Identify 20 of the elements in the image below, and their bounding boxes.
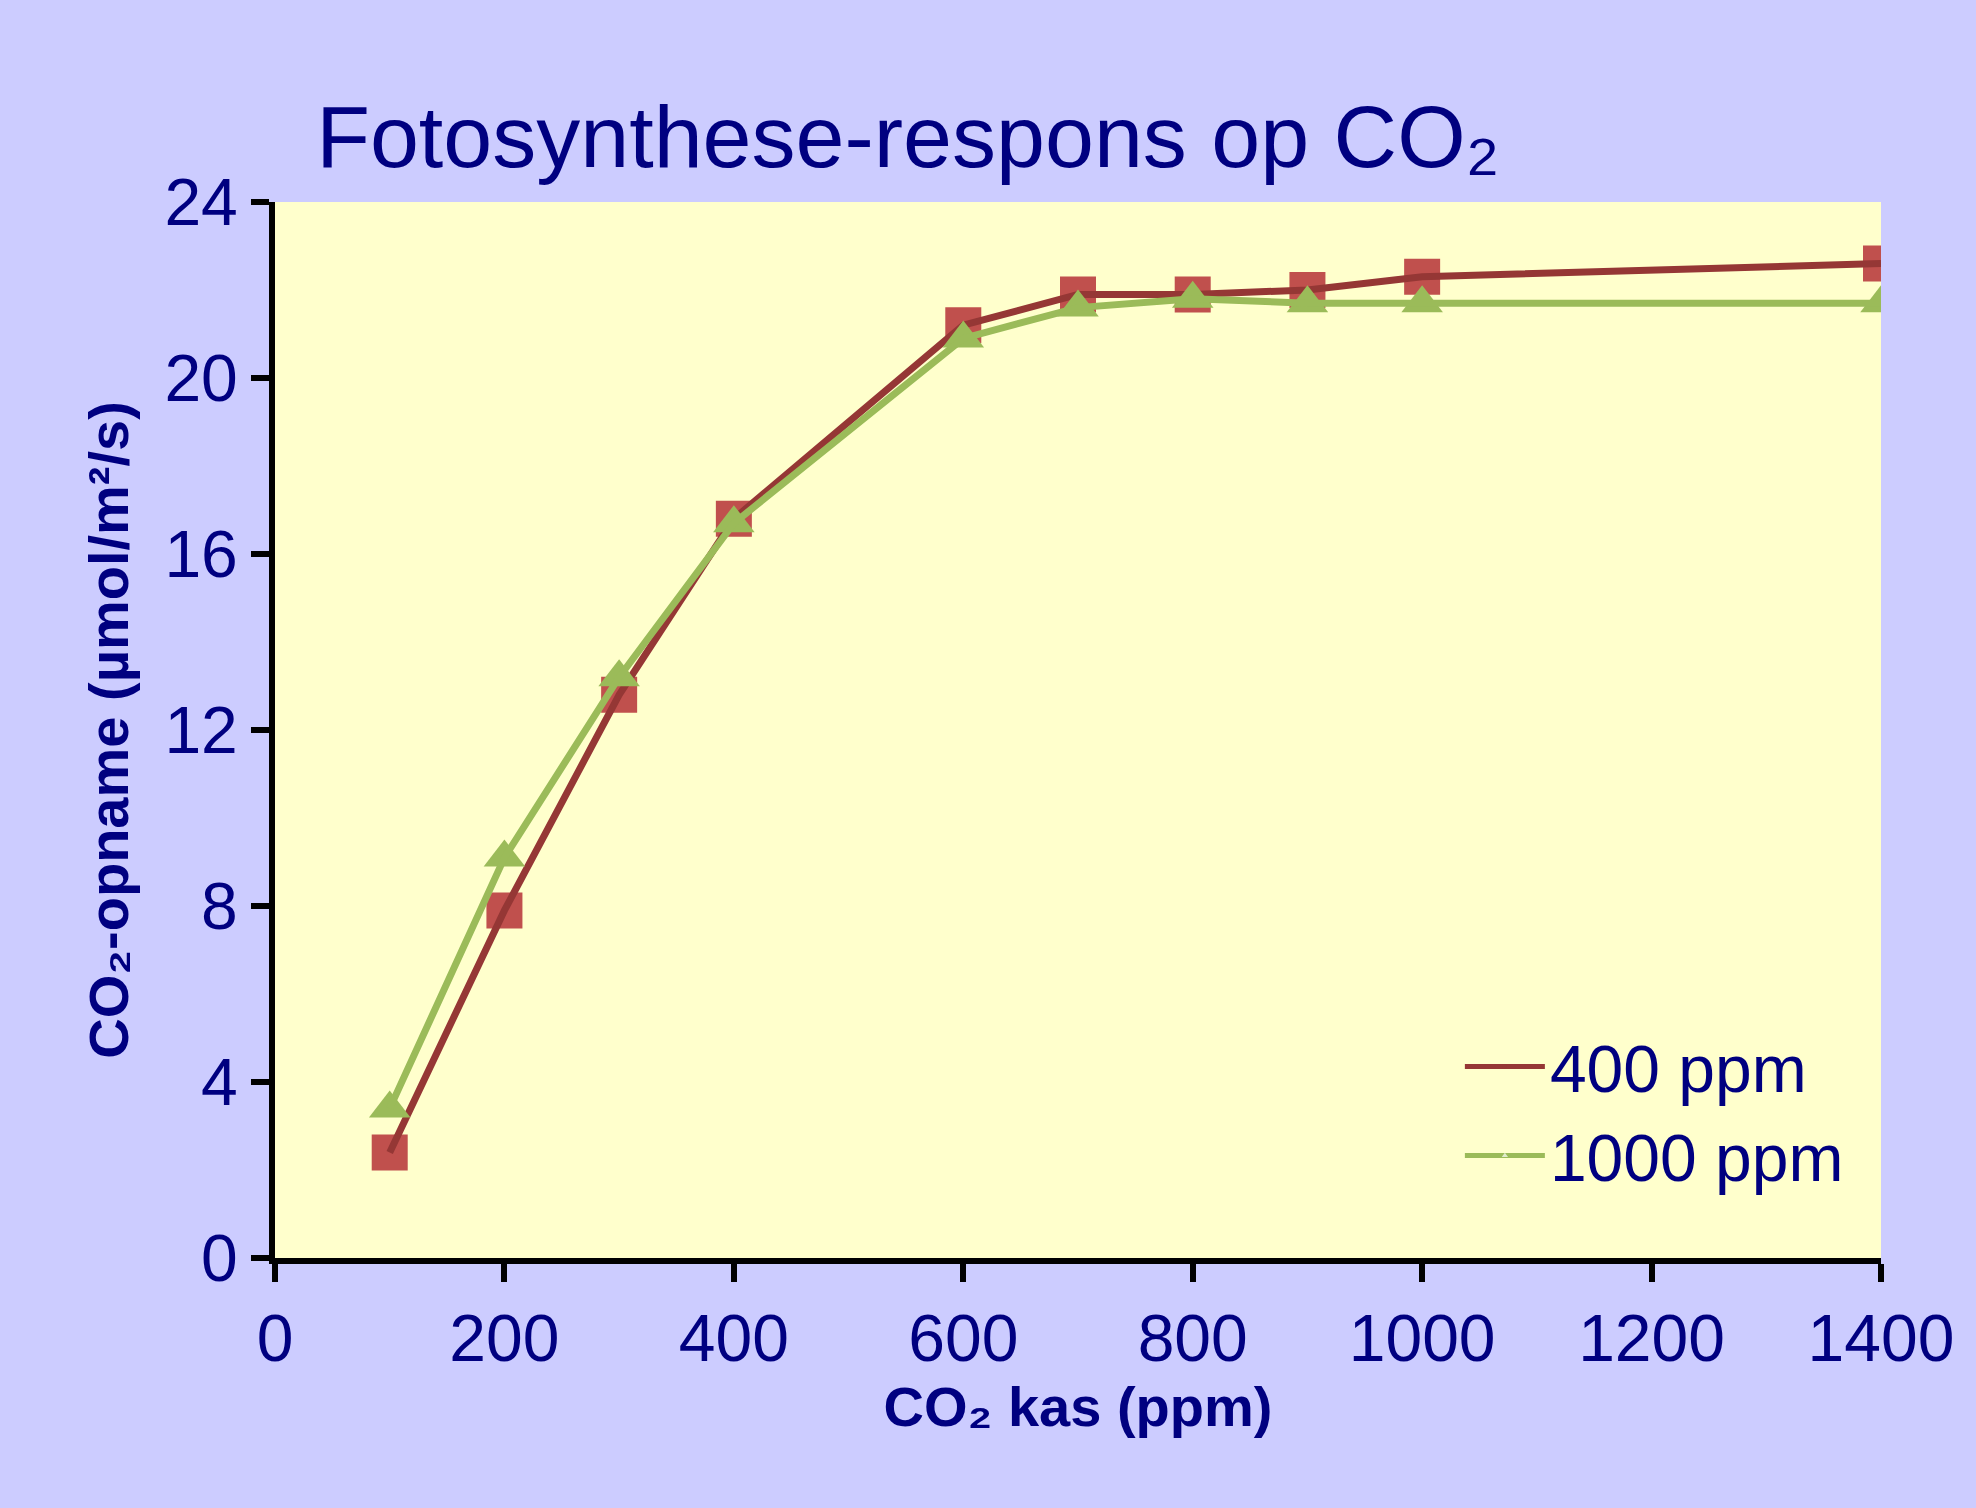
y-tick-label: 12 [164,693,238,768]
x-tick-label: 800 [1137,1301,1248,1376]
legend-label: 1000 ppm [1549,1121,1844,1196]
y-tick-label: 16 [164,517,238,592]
x-tick-label: 200 [449,1301,560,1376]
x-tick-label: 1000 [1348,1301,1496,1376]
y-axis-title: CO₂-opname (µmol/m²/s) [76,401,140,1059]
x-tick-label: 400 [678,1301,789,1376]
x-tick-label: 1200 [1578,1301,1725,1376]
y-tick-label: 8 [201,869,238,944]
legend-label: 400 ppm [1549,1032,1807,1107]
y-tick-label: 24 [164,165,238,240]
x-tick-label: 600 [908,1301,1019,1376]
y-tick-label: 20 [164,341,238,416]
x-axis-title: CO₂ kas (ppm) [883,1375,1273,1439]
x-tick-label: 1400 [1807,1301,1955,1376]
y-tick-label: 0 [201,1221,238,1296]
chart-title: Fotosynthese-respons op CO₂ [316,87,1500,187]
y-tick-label: 4 [201,1045,238,1120]
x-tick-label: 0 [256,1301,294,1376]
